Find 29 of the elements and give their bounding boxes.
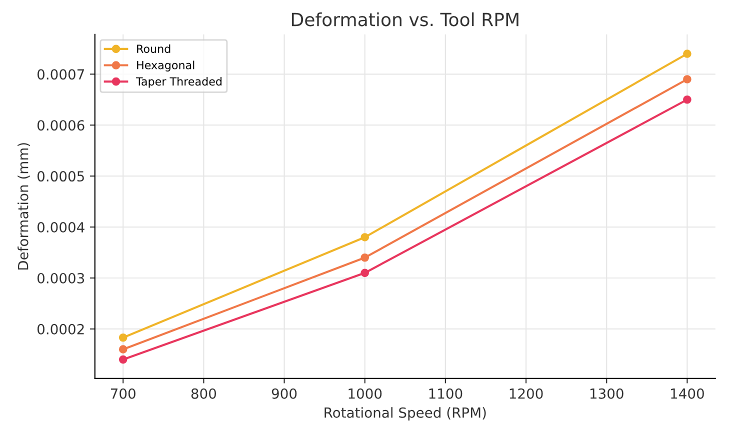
x-tick-label: 700 bbox=[110, 388, 136, 399]
x-axis-title: Rotational Speed (RPM) bbox=[324, 407, 486, 421]
legend-label: Taper Threaded bbox=[136, 77, 222, 88]
x-tick-label: 1200 bbox=[510, 388, 543, 399]
legend-label: Hexagonal bbox=[137, 60, 194, 72]
point bbox=[118, 355, 128, 364]
point bbox=[118, 345, 128, 354]
y-tick-label: 0.0003 bbox=[37, 272, 84, 284]
point bbox=[360, 268, 370, 278]
x-tick-label: 900 bbox=[272, 388, 297, 399]
point bbox=[683, 50, 692, 58]
y-tick-label: 0.0007 bbox=[37, 69, 84, 80]
y-axis-title: Deformation (mm) bbox=[18, 143, 30, 270]
point bbox=[683, 95, 692, 104]
y-tick-label: 0.0002 bbox=[37, 324, 84, 334]
point bbox=[360, 233, 370, 242]
x-tick-label: 1100 bbox=[429, 388, 462, 399]
y-tick-label: 0.0005 bbox=[37, 171, 84, 182]
point bbox=[360, 253, 370, 262]
x-tick-label: 1000 bbox=[348, 388, 382, 399]
y-tick-label: 0.0004 bbox=[37, 222, 84, 233]
x-tick-label: 1300 bbox=[590, 388, 624, 399]
legend-label: Round bbox=[137, 44, 170, 53]
point bbox=[683, 75, 692, 84]
chart-title: Deformation vs. Tool RPM bbox=[292, 12, 518, 26]
x-tick-label: 1400 bbox=[671, 388, 704, 399]
point bbox=[118, 333, 128, 342]
y-tick-label: 0.0006 bbox=[37, 120, 84, 131]
x-tick-label: 800 bbox=[191, 388, 216, 399]
